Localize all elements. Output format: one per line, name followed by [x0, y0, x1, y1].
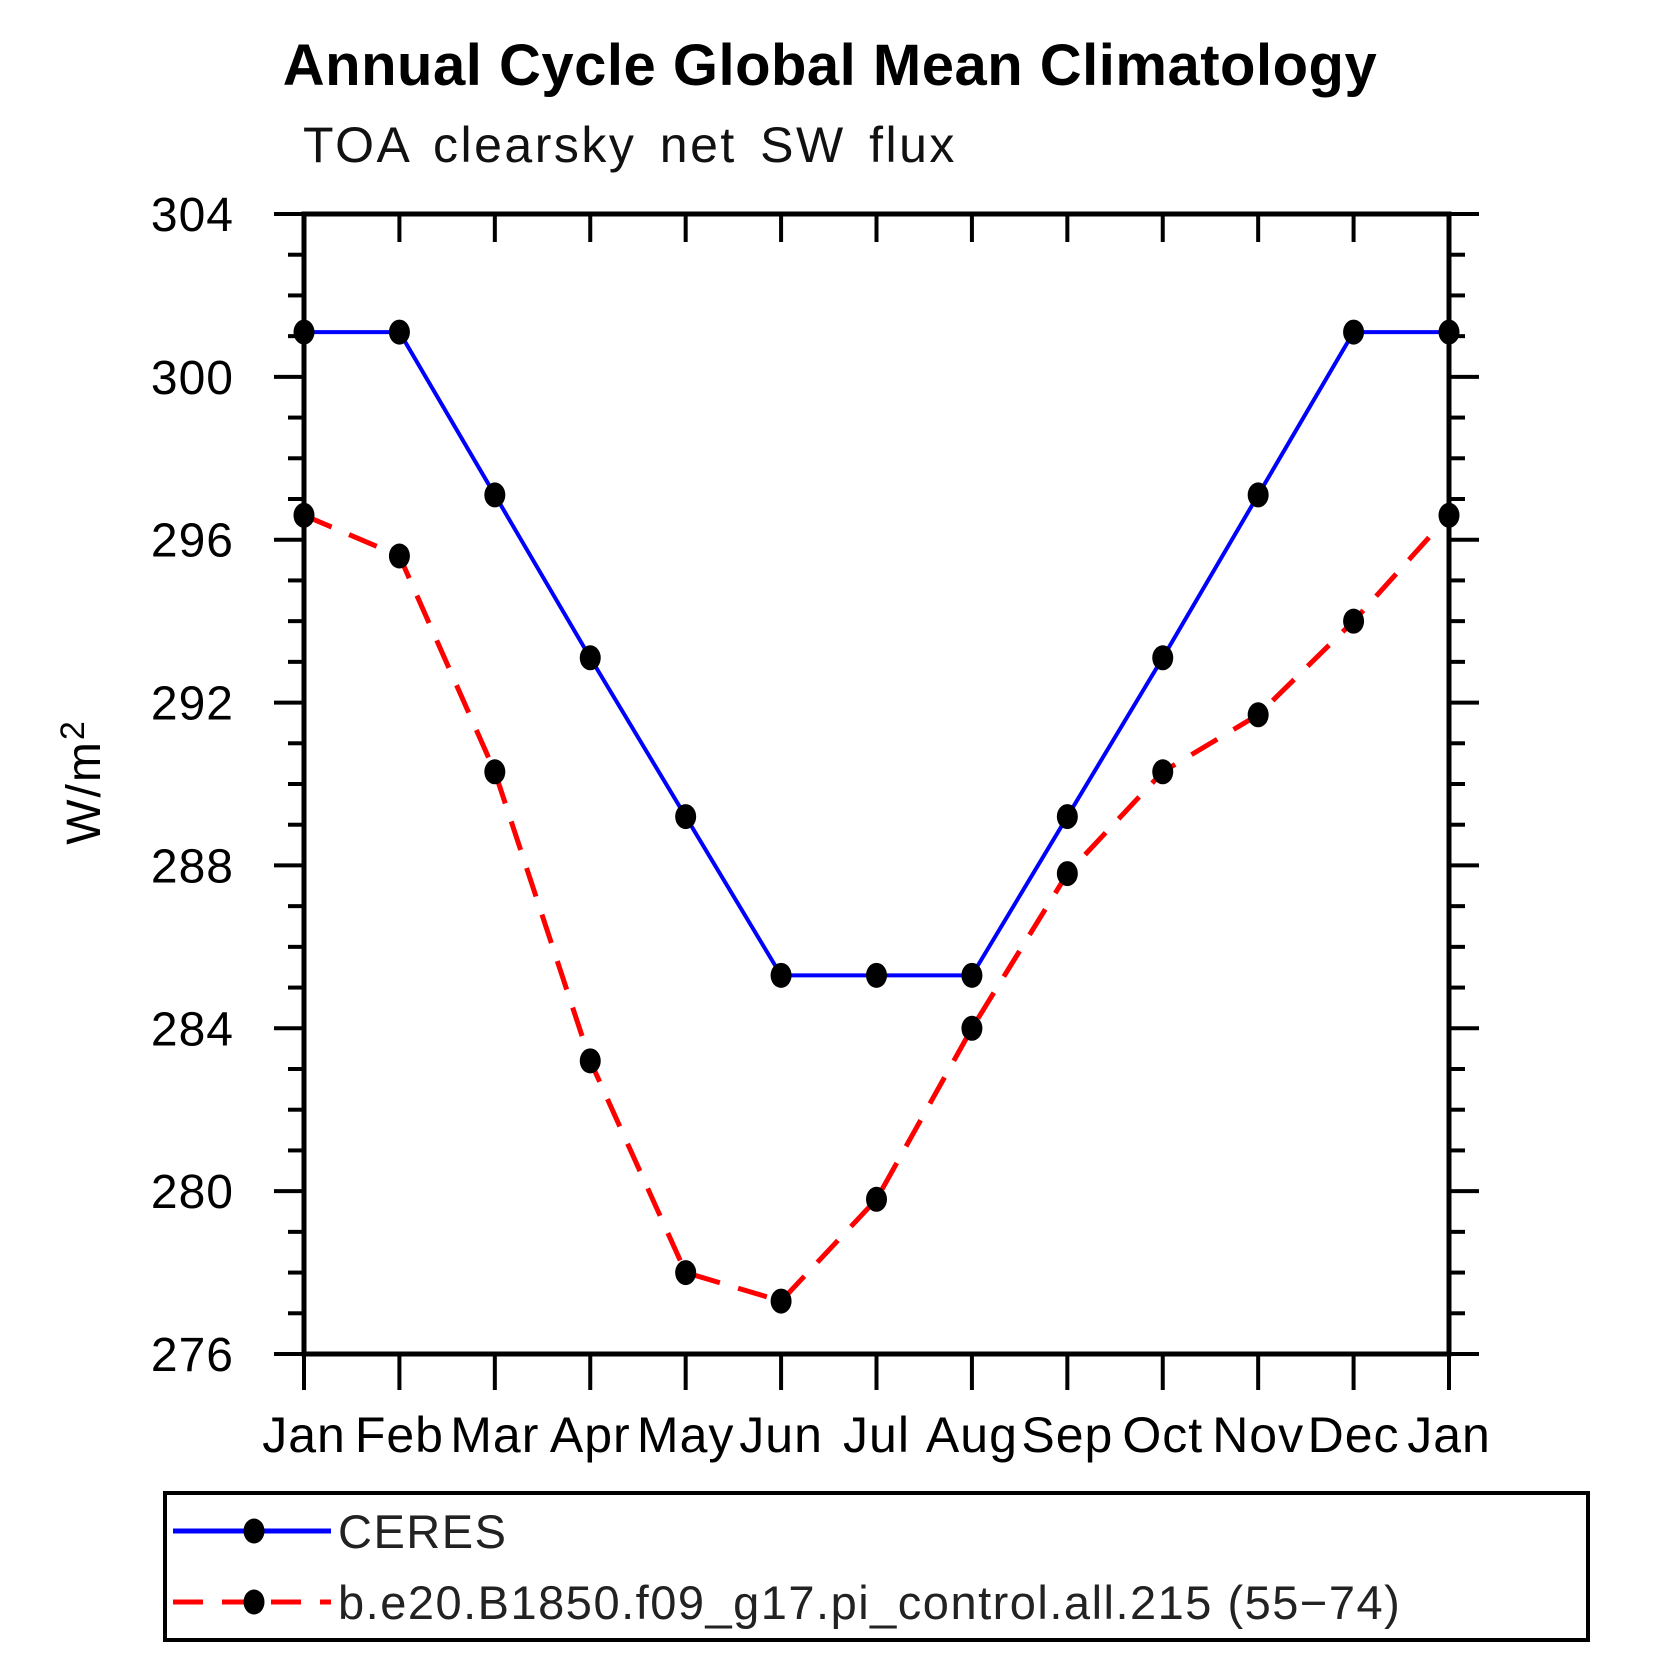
data-point: [1438, 502, 1460, 528]
y-tick-label: 296: [151, 515, 234, 568]
y-tick-label: 300: [151, 352, 234, 405]
x-tick-label: Apr: [550, 1407, 631, 1463]
y-tick-label: 284: [151, 1003, 234, 1056]
y-axis-title-base: W/m: [58, 740, 111, 845]
y-axis-title-exponent: 2: [54, 719, 92, 740]
page-title: Annual Cycle Global Mean Climatology: [282, 33, 1378, 98]
chart-subtitle: TOA clearsky net SW flux: [303, 117, 957, 173]
model-sample-marker: [243, 1589, 265, 1615]
y-axis-title: W/m2: [54, 719, 111, 845]
data-point: [1152, 645, 1174, 671]
x-tick-label: Jan: [262, 1407, 346, 1463]
x-tick-label: May: [637, 1407, 734, 1463]
ceres-sample-marker: [243, 1518, 265, 1544]
x-tick-label: Jul: [843, 1407, 910, 1463]
data-point: [1343, 319, 1365, 345]
x-tick-label: Jun: [739, 1407, 823, 1463]
y-tick-label: 292: [151, 678, 234, 731]
data-point: [484, 759, 506, 785]
data-point: [866, 1186, 887, 1212]
x-tick-label: Sep: [1021, 1407, 1113, 1463]
legend-label-ceres: CERES: [338, 1504, 508, 1558]
x-tick-label: Dec: [1308, 1407, 1400, 1463]
model-legend-sample: [173, 1589, 331, 1615]
legend-item-model: b.e20.B1850.f09_g17.pi_control.all.215 (…: [167, 1567, 1586, 1638]
x-tick-label: Mar: [450, 1407, 539, 1463]
y-tick-label: 276: [151, 1329, 234, 1382]
y-tick-label: 280: [151, 1166, 234, 1219]
data-point: [770, 962, 792, 988]
data-point: [866, 962, 887, 988]
legend-item-ceres: CERES: [167, 1496, 1586, 1567]
data-point: [1247, 482, 1269, 508]
x-tick-label: Aug: [926, 1407, 1018, 1463]
data-point: [961, 1015, 983, 1041]
data-point: [388, 319, 410, 345]
data-point: [1247, 702, 1269, 728]
data-point: [1056, 861, 1078, 887]
data-point: [1438, 319, 1460, 345]
data-point: [770, 1288, 792, 1314]
data-point: [293, 319, 315, 345]
legend-box: CERES b.e20.B1850.f09_g17.pi_control.all…: [163, 1491, 1590, 1642]
data-point: [579, 645, 601, 671]
data-point: [675, 1260, 697, 1286]
data-point: [675, 804, 697, 830]
data-point: [1343, 608, 1365, 634]
model-line: [303, 512, 1451, 1304]
data-point: [484, 482, 506, 508]
data-point: [961, 962, 983, 988]
data-point: [1056, 804, 1078, 830]
legend-label-model: b.e20.B1850.f09_g17.pi_control.all.215 (…: [338, 1575, 1402, 1629]
y-tick-label: 304: [151, 189, 234, 242]
data-point: [388, 543, 410, 569]
ceres-legend-sample: [173, 1518, 331, 1544]
x-tick-label: Nov: [1212, 1407, 1304, 1463]
data-point: [293, 502, 315, 528]
x-tick-label: Oct: [1122, 1407, 1203, 1463]
ceres-line: [304, 330, 1449, 978]
data-point: [1152, 759, 1174, 785]
data-point: [579, 1048, 601, 1074]
y-tick-label: 288: [151, 840, 234, 893]
plot-border: [301, 211, 1452, 1357]
x-tick-label: Feb: [355, 1407, 444, 1463]
x-tick-label: Jan: [1407, 1407, 1491, 1463]
